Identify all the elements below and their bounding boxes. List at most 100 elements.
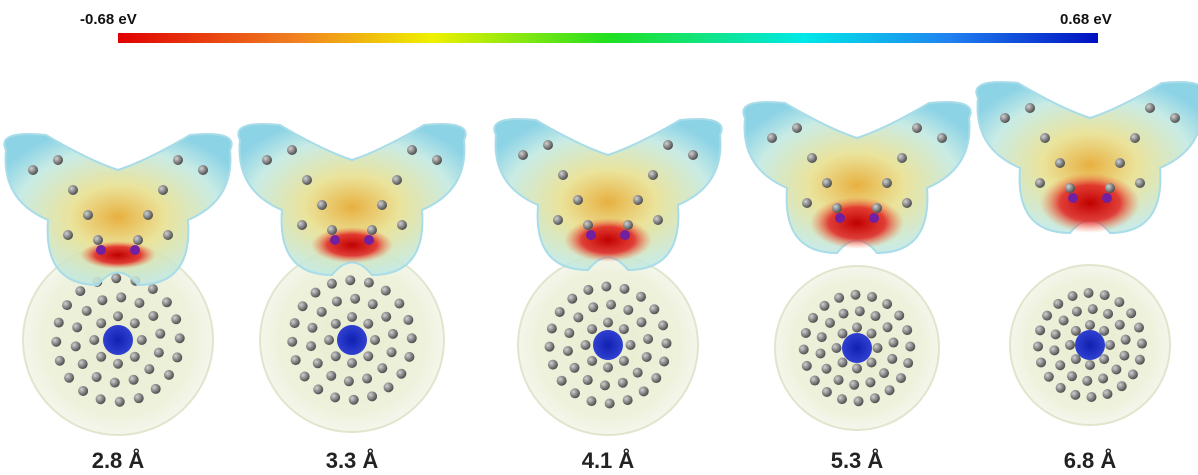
atom xyxy=(855,306,865,316)
atom xyxy=(96,318,106,328)
atom xyxy=(134,393,144,403)
atom xyxy=(64,373,74,383)
atom xyxy=(618,378,628,388)
atom xyxy=(882,299,892,309)
atom xyxy=(802,361,812,371)
atom xyxy=(392,175,402,185)
atom xyxy=(555,307,565,317)
atom xyxy=(867,292,877,302)
panel: 2.8 Å xyxy=(4,134,231,473)
inner-ion xyxy=(593,330,623,360)
atom xyxy=(573,312,583,322)
atom xyxy=(1056,383,1066,393)
atom xyxy=(547,324,557,334)
atom xyxy=(882,178,892,188)
atom xyxy=(883,322,893,332)
atom xyxy=(78,359,88,369)
atom xyxy=(317,307,327,317)
atom xyxy=(587,396,597,406)
atom xyxy=(396,369,406,379)
panel-label: 5.3 Å xyxy=(831,447,884,473)
atom xyxy=(298,301,308,311)
atom xyxy=(832,343,842,353)
atom xyxy=(290,318,300,328)
atom xyxy=(327,225,337,235)
atom xyxy=(606,300,616,310)
atom xyxy=(822,178,832,188)
atom xyxy=(331,351,341,361)
atom xyxy=(817,332,827,342)
atom xyxy=(71,341,81,351)
panel-label: 2.8 Å xyxy=(92,447,145,473)
atom xyxy=(601,282,611,292)
atom xyxy=(404,352,414,362)
atom xyxy=(600,380,610,390)
atom xyxy=(175,333,185,343)
atom xyxy=(1115,158,1125,168)
atom xyxy=(1115,320,1125,330)
atom xyxy=(1130,133,1140,143)
atom xyxy=(888,338,898,348)
atom xyxy=(377,200,387,210)
atom xyxy=(545,342,555,352)
atom xyxy=(1035,325,1045,335)
iodine xyxy=(364,235,374,245)
atom xyxy=(345,275,355,285)
atom xyxy=(302,175,312,185)
atom xyxy=(896,373,906,383)
atom xyxy=(381,312,391,322)
atom xyxy=(661,338,671,348)
panel: 6.8 Å xyxy=(976,82,1198,473)
atom xyxy=(581,340,591,350)
iodine xyxy=(869,213,879,223)
atom xyxy=(1134,323,1144,333)
atom xyxy=(810,376,820,386)
atom xyxy=(1105,183,1115,193)
atom xyxy=(53,155,63,165)
atom xyxy=(137,335,147,345)
atom xyxy=(362,374,372,384)
atom xyxy=(658,320,668,330)
atom xyxy=(852,323,862,333)
atom xyxy=(1145,103,1155,113)
atom xyxy=(143,210,153,220)
atom xyxy=(839,309,849,319)
atom xyxy=(1070,390,1080,400)
atom xyxy=(291,355,301,365)
atom xyxy=(129,375,139,385)
atom xyxy=(297,220,307,230)
atom xyxy=(1071,354,1081,364)
colorbar-max-label: 0.68 eV xyxy=(1060,11,1112,28)
atom xyxy=(173,155,183,165)
atom xyxy=(849,380,859,390)
atom xyxy=(872,203,882,213)
atom xyxy=(553,215,563,225)
atom xyxy=(659,356,669,366)
atom xyxy=(570,363,580,373)
atom xyxy=(330,392,340,402)
atom xyxy=(144,364,154,374)
atom xyxy=(1111,365,1121,375)
atom xyxy=(388,329,398,339)
atom xyxy=(870,393,880,403)
atom xyxy=(62,300,72,310)
atom xyxy=(834,293,844,303)
atom xyxy=(287,337,297,347)
negative-region xyxy=(810,197,904,249)
negative-region xyxy=(80,241,156,269)
atom xyxy=(96,394,106,404)
atom xyxy=(1098,374,1108,384)
atom xyxy=(1126,308,1136,318)
atom xyxy=(1072,306,1082,316)
atom xyxy=(567,294,577,304)
atom xyxy=(903,358,913,368)
atom xyxy=(172,352,182,362)
atom xyxy=(838,357,848,367)
atom xyxy=(623,395,633,405)
atom xyxy=(1059,315,1069,325)
atom xyxy=(1065,340,1075,350)
atom xyxy=(148,284,158,294)
atom xyxy=(287,145,297,155)
atom xyxy=(134,298,144,308)
negative-region xyxy=(1040,173,1140,233)
